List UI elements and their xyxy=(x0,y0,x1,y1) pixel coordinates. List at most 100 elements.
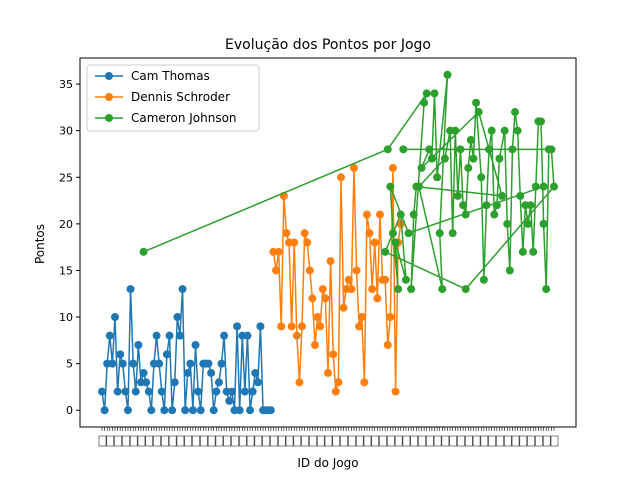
x-tick-label-glyph xyxy=(184,435,192,447)
data-point xyxy=(498,191,507,200)
x-tick-label-glyph xyxy=(457,435,465,447)
x-tick-label-glyph xyxy=(129,435,138,447)
data-point xyxy=(352,266,361,275)
data-point xyxy=(407,285,416,294)
x-tick-label-glyph xyxy=(472,435,481,447)
data-point xyxy=(435,229,444,238)
y-tick-label: 35 xyxy=(59,78,73,91)
data-point xyxy=(214,378,223,387)
x-tick-label-glyph xyxy=(465,435,473,447)
data-point xyxy=(292,331,301,340)
x-tick-label-glyph xyxy=(246,435,255,447)
data-point xyxy=(365,229,374,238)
data-point xyxy=(308,294,317,303)
data-point xyxy=(126,285,135,294)
data-point xyxy=(422,89,431,98)
data-point xyxy=(430,89,439,98)
data-point xyxy=(142,378,151,387)
data-point xyxy=(194,387,203,396)
data-point xyxy=(531,182,540,191)
data-point xyxy=(368,285,377,294)
data-point xyxy=(443,70,452,79)
data-point xyxy=(331,387,340,396)
series-group xyxy=(98,70,558,415)
x-tick-label-glyph xyxy=(511,435,520,447)
data-point xyxy=(227,387,236,396)
data-point xyxy=(511,108,520,117)
data-point xyxy=(482,201,491,210)
data-point xyxy=(433,173,442,182)
data-point xyxy=(472,98,481,107)
x-tick-label-glyph xyxy=(106,435,115,447)
x-tick-label-glyph xyxy=(277,435,286,447)
data-point xyxy=(399,145,408,154)
x-tick-label-glyph xyxy=(293,435,302,447)
data-point xyxy=(165,331,174,340)
data-point xyxy=(417,163,426,172)
data-point xyxy=(349,163,358,172)
data-point xyxy=(490,210,499,219)
x-tick-label-glyph xyxy=(137,435,146,447)
data-point xyxy=(290,238,299,247)
data-point xyxy=(388,163,397,172)
data-point xyxy=(516,191,525,200)
data-point xyxy=(160,406,169,415)
data-point xyxy=(183,368,192,377)
data-point xyxy=(324,368,332,377)
x-tick-label-glyph xyxy=(207,435,216,447)
data-point xyxy=(386,182,395,191)
x-tick-label-glyph xyxy=(503,435,512,447)
data-point xyxy=(503,219,512,228)
x-tick-label-glyph xyxy=(223,435,231,447)
data-point xyxy=(295,378,304,387)
data-point xyxy=(300,229,309,238)
legend-marker-1 xyxy=(105,93,113,101)
series-line-0 xyxy=(101,288,271,411)
data-point xyxy=(110,313,119,322)
data-point xyxy=(329,350,338,359)
x-tick-label-glyph xyxy=(379,435,387,447)
x-tick-label-glyph xyxy=(301,435,309,447)
data-point xyxy=(453,191,462,200)
data-point xyxy=(334,378,343,387)
x-tick-label-glyph xyxy=(433,435,442,447)
x-axis-label: ID do Jogo xyxy=(297,456,358,470)
data-point xyxy=(375,210,384,219)
data-point xyxy=(152,331,161,340)
data-point xyxy=(233,322,242,331)
data-point xyxy=(246,406,255,415)
x-tick-label-glyph xyxy=(519,435,528,447)
x-tick-label-glyph xyxy=(270,435,278,447)
data-point xyxy=(383,341,392,349)
data-point xyxy=(388,229,397,238)
data-point xyxy=(477,173,486,182)
legend-marker-2 xyxy=(105,114,113,122)
data-point xyxy=(461,210,470,219)
data-point xyxy=(118,359,127,368)
data-point xyxy=(139,368,148,377)
data-point xyxy=(175,331,184,340)
x-tick-label-glyph xyxy=(441,435,450,447)
data-point xyxy=(272,266,281,275)
x-tick-label-glyph xyxy=(394,435,403,447)
data-point xyxy=(235,406,244,415)
data-point xyxy=(518,247,527,256)
data-point xyxy=(414,182,423,191)
legend: Cam Thomas Dennis Schroder Cameron Johnson xyxy=(86,64,260,132)
data-point xyxy=(550,182,558,191)
data-point xyxy=(362,210,371,219)
data-point xyxy=(339,303,348,312)
data-point xyxy=(116,350,125,359)
data-point xyxy=(391,238,400,247)
data-point xyxy=(505,266,514,275)
data-point xyxy=(212,387,221,396)
x-tick-label-glyph xyxy=(215,435,224,447)
x-tick-label-glyph xyxy=(535,435,543,447)
data-point xyxy=(381,247,390,256)
data-point xyxy=(381,275,390,284)
data-point xyxy=(162,350,171,359)
x-tick-label-glyph xyxy=(496,435,504,447)
data-point xyxy=(401,275,410,284)
x-tick-label-glyph xyxy=(231,435,239,447)
data-point xyxy=(113,387,122,396)
